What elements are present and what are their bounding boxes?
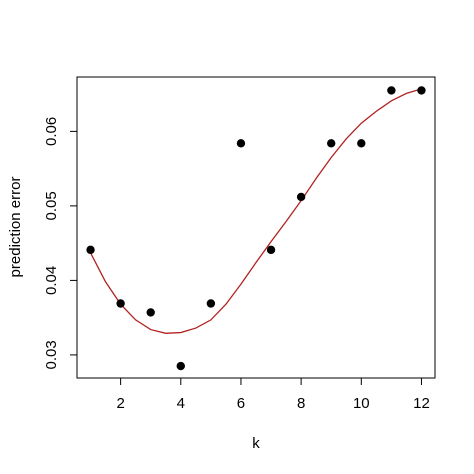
- data-point: [176, 361, 185, 371]
- y-tick-label: 0.04: [43, 266, 60, 295]
- data-points: [86, 86, 426, 371]
- plot-box: [76, 76, 436, 379]
- x-tick-label: 10: [353, 395, 370, 412]
- data-point: [236, 139, 246, 148]
- data-point: [266, 245, 276, 255]
- data-point: [387, 86, 396, 95]
- y-tick-label: 0.03: [43, 340, 60, 369]
- y-axis: 0.03 0.04 0.05 0.06: [43, 117, 77, 370]
- data-point: [417, 86, 426, 95]
- x-axis: 2 4 6 8 10 12: [116, 378, 430, 412]
- data-point: [327, 139, 336, 148]
- y-axis-title: prediction error: [7, 177, 24, 278]
- data-point: [357, 139, 366, 148]
- data-point: [146, 308, 155, 317]
- y-tick-label: 0.06: [43, 117, 60, 146]
- data-point: [116, 299, 125, 308]
- x-tick-label: 4: [177, 395, 185, 412]
- y-tick-label: 0.05: [43, 191, 60, 220]
- data-point: [296, 192, 306, 202]
- fit-curve: [89, 88, 422, 334]
- data-point: [86, 245, 95, 255]
- x-axis-title: k: [252, 435, 260, 452]
- x-tick-label: 12: [413, 395, 430, 412]
- x-tick-label: 8: [297, 395, 305, 412]
- x-tick-label: 2: [116, 395, 124, 412]
- data-point: [206, 299, 216, 308]
- x-tick-label: 6: [237, 395, 245, 412]
